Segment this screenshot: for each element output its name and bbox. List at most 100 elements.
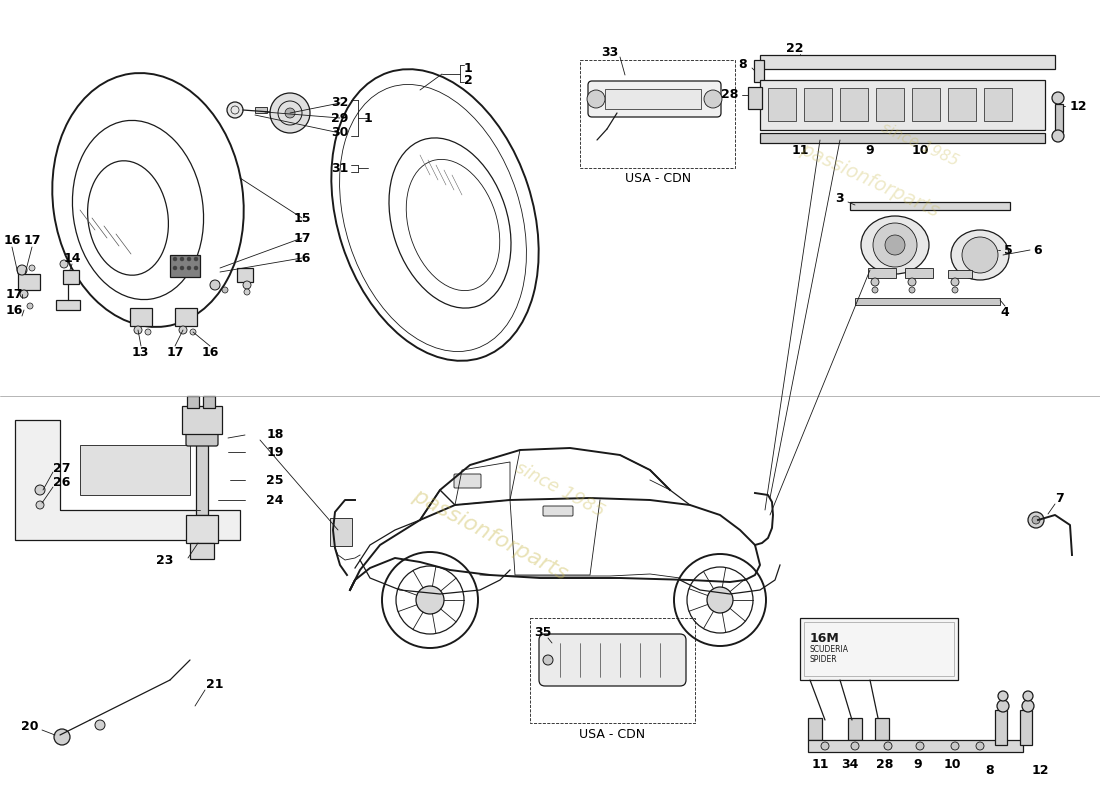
Text: SPIDER: SPIDER	[810, 655, 837, 664]
FancyBboxPatch shape	[588, 81, 720, 117]
Text: 3: 3	[836, 191, 845, 205]
Text: passionforparts: passionforparts	[409, 486, 571, 584]
Text: 16: 16	[6, 303, 23, 317]
FancyBboxPatch shape	[236, 268, 253, 282]
Text: 35: 35	[535, 626, 552, 639]
FancyBboxPatch shape	[984, 88, 1012, 121]
Text: 20: 20	[21, 719, 38, 733]
Text: USA - CDN: USA - CDN	[625, 171, 691, 185]
FancyBboxPatch shape	[182, 406, 222, 434]
Circle shape	[35, 485, 45, 495]
Circle shape	[145, 329, 151, 335]
Ellipse shape	[861, 216, 930, 274]
Text: 8: 8	[739, 58, 747, 71]
FancyBboxPatch shape	[912, 88, 940, 121]
Circle shape	[243, 281, 251, 289]
FancyBboxPatch shape	[754, 60, 764, 82]
FancyBboxPatch shape	[255, 107, 267, 113]
FancyBboxPatch shape	[130, 308, 152, 326]
Circle shape	[134, 326, 142, 334]
Circle shape	[587, 90, 605, 108]
Circle shape	[60, 260, 68, 268]
Text: 10: 10	[944, 758, 960, 770]
Text: 14: 14	[64, 251, 80, 265]
Text: passionforparts: passionforparts	[798, 139, 943, 221]
Text: 31: 31	[331, 162, 349, 174]
Circle shape	[227, 102, 243, 118]
Circle shape	[190, 329, 196, 335]
FancyBboxPatch shape	[204, 396, 214, 408]
Text: 27: 27	[53, 462, 70, 474]
FancyBboxPatch shape	[63, 270, 79, 284]
FancyBboxPatch shape	[948, 270, 972, 278]
Circle shape	[1023, 691, 1033, 701]
FancyBboxPatch shape	[748, 87, 762, 109]
FancyBboxPatch shape	[808, 718, 822, 740]
Circle shape	[194, 266, 198, 270]
FancyBboxPatch shape	[605, 89, 701, 109]
Text: 4: 4	[1001, 306, 1010, 318]
Text: 32: 32	[331, 97, 349, 110]
FancyBboxPatch shape	[760, 55, 1055, 69]
Text: USA - CDN: USA - CDN	[579, 729, 645, 742]
Circle shape	[180, 257, 184, 261]
Circle shape	[194, 257, 198, 261]
Text: 17: 17	[294, 231, 310, 245]
Ellipse shape	[952, 230, 1009, 280]
Text: 16: 16	[3, 234, 21, 246]
Circle shape	[908, 278, 916, 286]
Text: 17: 17	[23, 234, 41, 246]
FancyBboxPatch shape	[186, 430, 218, 446]
Circle shape	[821, 742, 829, 750]
Text: 2: 2	[463, 74, 472, 86]
Text: 19: 19	[266, 446, 284, 458]
FancyBboxPatch shape	[1020, 710, 1032, 745]
Text: 34: 34	[842, 758, 859, 770]
Circle shape	[873, 223, 917, 267]
Circle shape	[962, 237, 998, 273]
Circle shape	[952, 278, 959, 286]
Text: 6: 6	[1034, 243, 1043, 257]
Circle shape	[173, 257, 177, 261]
Text: 16M: 16M	[810, 632, 839, 645]
Text: since 1985: since 1985	[513, 459, 607, 521]
Text: 15: 15	[294, 211, 310, 225]
Circle shape	[180, 266, 184, 270]
FancyBboxPatch shape	[760, 133, 1045, 143]
Circle shape	[187, 257, 191, 261]
Circle shape	[1052, 130, 1064, 142]
Circle shape	[1052, 92, 1064, 104]
Circle shape	[707, 587, 733, 613]
Circle shape	[1022, 700, 1034, 712]
Text: 25: 25	[266, 474, 284, 486]
Circle shape	[1032, 516, 1040, 524]
Circle shape	[29, 265, 35, 271]
Circle shape	[244, 289, 250, 295]
Circle shape	[270, 93, 310, 133]
FancyBboxPatch shape	[848, 718, 862, 740]
FancyBboxPatch shape	[948, 88, 976, 121]
Text: 5: 5	[1003, 243, 1012, 257]
Circle shape	[543, 655, 553, 665]
Text: 11: 11	[791, 143, 808, 157]
Circle shape	[704, 90, 722, 108]
Text: 1: 1	[364, 111, 373, 125]
FancyBboxPatch shape	[768, 88, 796, 121]
FancyBboxPatch shape	[539, 634, 686, 686]
Text: 16: 16	[201, 346, 219, 359]
Text: 33: 33	[602, 46, 618, 58]
Text: 30: 30	[331, 126, 349, 139]
Text: 18: 18	[266, 429, 284, 442]
Circle shape	[884, 742, 892, 750]
FancyBboxPatch shape	[175, 308, 197, 326]
FancyBboxPatch shape	[18, 274, 40, 290]
Circle shape	[179, 326, 187, 334]
Circle shape	[997, 700, 1009, 712]
Text: 26: 26	[53, 477, 70, 490]
Circle shape	[222, 287, 228, 293]
Circle shape	[872, 287, 878, 293]
Circle shape	[976, 742, 984, 750]
Text: 28: 28	[877, 758, 893, 770]
FancyBboxPatch shape	[330, 518, 352, 546]
Text: 23: 23	[156, 554, 174, 566]
